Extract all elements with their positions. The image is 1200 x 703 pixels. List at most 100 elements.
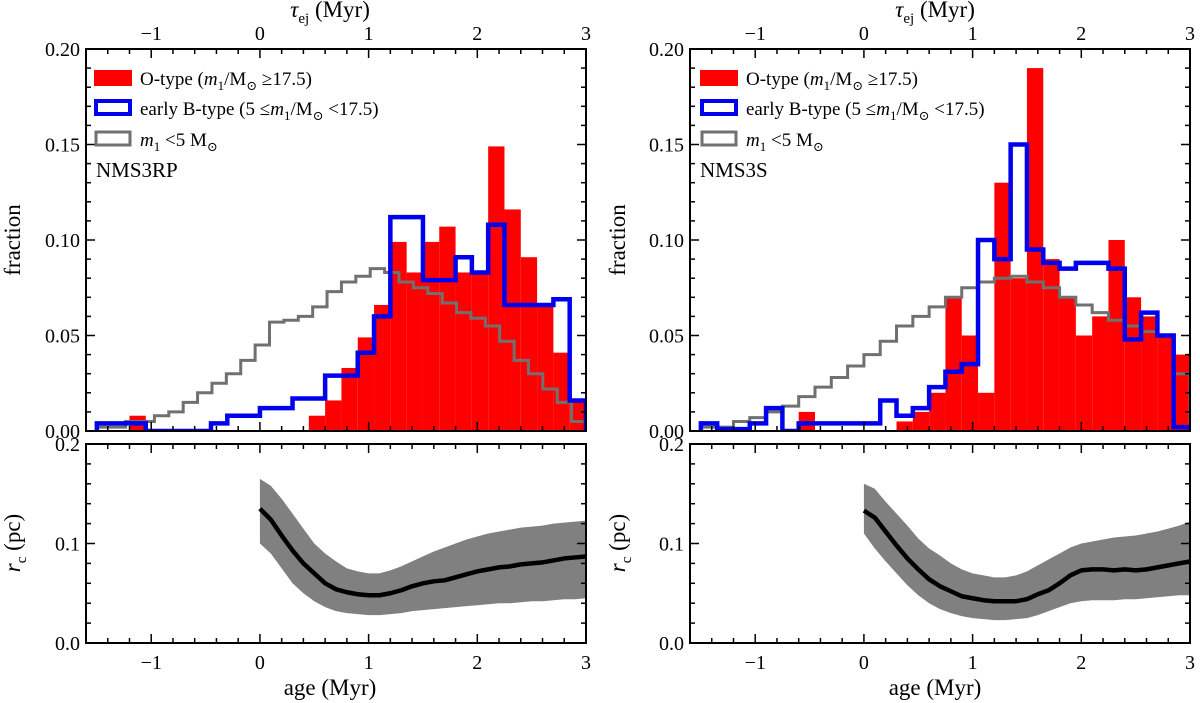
lb-sub: 1 bbox=[284, 108, 291, 123]
ro-m: m bbox=[810, 69, 824, 90]
o-type-bar bbox=[537, 304, 554, 431]
o-type-bar bbox=[569, 400, 586, 431]
y-tick-label: 0.15 bbox=[649, 135, 684, 157]
lb-suffix: <17.5) bbox=[324, 99, 379, 120]
y-tick-label: 0.10 bbox=[649, 230, 684, 252]
lo-prefix: O-type ( bbox=[140, 69, 204, 90]
top-x-tick-label: 0 bbox=[859, 23, 869, 45]
o-type-bar bbox=[945, 297, 962, 431]
tau-sub: ej bbox=[298, 11, 309, 27]
rb-sub: 1 bbox=[890, 108, 897, 123]
o-type-bar bbox=[929, 392, 946, 431]
rb-m: m bbox=[876, 99, 890, 120]
y-tick-label: 0.20 bbox=[649, 39, 684, 61]
o-type-bar bbox=[553, 352, 570, 431]
left-legend: O-type (m1/M⊙ ≥17.5) early B-type (5 ≤m1… bbox=[94, 69, 379, 154]
o-type-bar bbox=[341, 367, 358, 431]
o-type-bar bbox=[504, 209, 521, 431]
o-type-bar bbox=[1124, 297, 1142, 431]
top-x-tick-label: 1 bbox=[364, 23, 374, 45]
x-tick-label: 0 bbox=[255, 652, 265, 674]
rb-suffix: <17.5) bbox=[930, 99, 985, 120]
rb-prefix: early B-type (5 ≤ bbox=[746, 99, 876, 120]
x-tick-label: 2 bbox=[472, 652, 482, 674]
rc-y-tick-label: 0.0 bbox=[55, 633, 80, 655]
top-x-tick-label: 3 bbox=[1185, 23, 1195, 45]
x-tick-label: 3 bbox=[1185, 652, 1195, 674]
legend-b-label-r: early B-type (5 ≤m1/M⊙ <17.5) bbox=[746, 99, 985, 123]
o-type-bar bbox=[912, 411, 930, 431]
ll-mid: <5 M bbox=[160, 130, 207, 151]
ro-mid: /M bbox=[830, 69, 852, 90]
rc-sub-r: c bbox=[619, 556, 635, 563]
o-type-bar bbox=[488, 146, 505, 431]
tau-symbol-r: τ bbox=[895, 0, 904, 22]
o-type-bar bbox=[1059, 297, 1076, 431]
o-type-bar bbox=[308, 415, 326, 431]
o-type-bar bbox=[520, 257, 538, 431]
ro-sun: ⊙ bbox=[852, 78, 863, 93]
x-tick-label: 1 bbox=[968, 652, 978, 674]
panel-right: −1 −1 0 0 1 1 2 2 3 3 0.00 0.05 0.10 0.15 0.20 0.0 0.1 0.… bbox=[605, 0, 1195, 700]
right-y-axis-label: fraction bbox=[605, 204, 630, 276]
rc-spread-band bbox=[259, 478, 586, 616]
left-frame: −1 −1 0 0 1 1 2 2 3 3 0.00 0.05 0.10 0.15 0.20 0.0 0.1 0.… bbox=[45, 23, 591, 674]
left-x-axis-label: age (Myr) bbox=[284, 675, 377, 700]
tau-unit: (Myr) bbox=[309, 0, 370, 22]
top-x-tick-label: −1 bbox=[141, 23, 162, 45]
left-panel-label: NMS3RP bbox=[96, 158, 178, 182]
x-tick-label: −1 bbox=[745, 652, 766, 674]
left-top-hist-layer bbox=[94, 146, 586, 431]
ro-sub: 1 bbox=[824, 78, 831, 93]
o-type-bar bbox=[1043, 259, 1060, 431]
o-type-bar bbox=[374, 304, 391, 431]
rc-unit: (pc) bbox=[0, 514, 25, 557]
early-b-step-line bbox=[698, 142, 1190, 431]
legend-l-swatch bbox=[94, 130, 132, 147]
rl-mid: <5 M bbox=[766, 130, 813, 151]
legend-l-label: m1 <5 M⊙ bbox=[140, 130, 218, 154]
lb-sun: ⊙ bbox=[313, 108, 324, 123]
legend-l-label-r: m1 <5 M⊙ bbox=[746, 130, 824, 154]
o-type-bar bbox=[1157, 335, 1174, 431]
top-x-tick-label: 2 bbox=[472, 23, 482, 45]
rc-y-tick-label: 0.0 bbox=[659, 633, 684, 655]
legend-b-label: early B-type (5 ≤m1/M⊙ <17.5) bbox=[140, 99, 379, 123]
lb-mid: /M bbox=[290, 99, 312, 120]
o-type-bar bbox=[357, 337, 375, 431]
right-panel-label: NMS3S bbox=[700, 158, 768, 182]
o-type-bar bbox=[455, 272, 472, 431]
rc-y-tick-label: 0.2 bbox=[659, 434, 684, 456]
ll-sub: 1 bbox=[154, 139, 161, 154]
legend-l-swatch-r bbox=[700, 130, 738, 147]
o-type-bar bbox=[978, 392, 995, 431]
rl-m: m bbox=[746, 130, 760, 151]
x-tick-label: 2 bbox=[1076, 652, 1086, 674]
tau-sub-r: ej bbox=[903, 11, 914, 27]
rc-median-line bbox=[862, 508, 1190, 604]
rc-symbol-r: r bbox=[605, 562, 630, 572]
rc-spread-band bbox=[863, 483, 1190, 621]
rc-y-tick-label: 0.1 bbox=[55, 534, 80, 556]
o-type-bar bbox=[1141, 316, 1158, 431]
right-top-axis-label: τej (Myr) bbox=[895, 0, 975, 27]
rl-sun: ⊙ bbox=[813, 139, 824, 154]
lb-m: m bbox=[270, 99, 284, 120]
legend-o-swatch-r bbox=[700, 70, 738, 86]
left-y-axis-label: fraction bbox=[0, 204, 25, 276]
ll-m: m bbox=[140, 130, 154, 151]
y-tick-label: 0.00 bbox=[45, 421, 80, 443]
legend-b-swatch-r bbox=[700, 99, 738, 116]
o-type-bar bbox=[961, 335, 979, 431]
y-tick-label: 0.00 bbox=[649, 421, 684, 443]
left-bottom-band-layer bbox=[258, 478, 586, 616]
x-tick-label: −1 bbox=[141, 652, 162, 674]
legend-o-label-r: O-type (m1/M⊙ ≥17.5) bbox=[746, 69, 918, 93]
x-tick-label: 0 bbox=[859, 652, 869, 674]
top-x-tick-label: −1 bbox=[745, 23, 766, 45]
rc-y-tick-label: 0.2 bbox=[55, 434, 80, 456]
o-type-bar bbox=[406, 272, 423, 431]
right-x-axis-label: age (Myr) bbox=[889, 675, 982, 700]
o-type-bar bbox=[390, 241, 407, 431]
